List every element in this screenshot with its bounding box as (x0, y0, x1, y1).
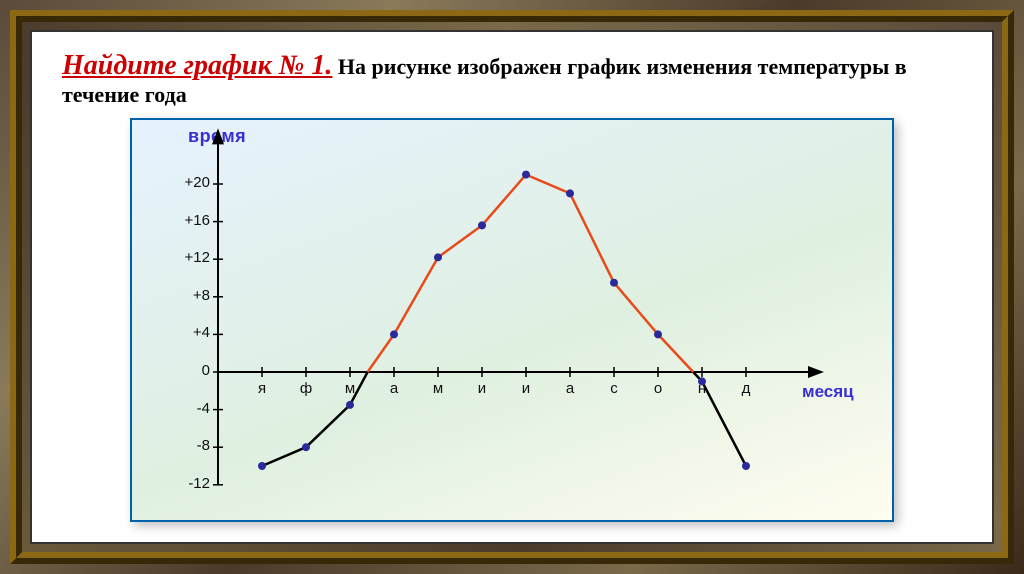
y-tick-label: +16 (160, 212, 210, 229)
x-tick-label: а (379, 380, 409, 397)
y-tick-label: +20 (160, 174, 210, 191)
decorative-outer-frame: Найдите график № 1. На рисунке изображен… (0, 0, 1024, 574)
x-tick-label: я (247, 380, 277, 397)
x-tick-label: д (731, 380, 761, 397)
y-tick-label: -8 (160, 437, 210, 454)
line-segment (368, 175, 694, 372)
x-tick-label: а (555, 380, 585, 397)
x-tick-label: м (335, 380, 365, 397)
data-marker (346, 401, 354, 409)
data-marker (522, 171, 530, 179)
x-tick-label: ф (291, 380, 321, 397)
y-tick-label: 0 (160, 362, 210, 379)
data-marker (434, 253, 442, 261)
slide-content: Найдите график № 1. На рисунке изображен… (30, 30, 994, 544)
x-tick-label: м (423, 380, 453, 397)
data-marker (302, 443, 310, 451)
title-main: Найдите график № 1. (62, 50, 332, 81)
y-tick-label: +8 (160, 287, 210, 304)
y-tick-label: +4 (160, 324, 210, 341)
data-marker (610, 279, 618, 287)
x-axis-label: месяц (802, 382, 854, 402)
y-tick-label: -12 (160, 475, 210, 492)
x-tick-label: н (687, 380, 717, 397)
y-tick-label: -4 (160, 400, 210, 417)
chart-svg (132, 120, 892, 520)
data-marker (742, 462, 750, 470)
x-tick-label: с (599, 380, 629, 397)
data-marker (258, 462, 266, 470)
y-tick-label: +12 (160, 249, 210, 266)
x-tick-label: и (511, 380, 541, 397)
data-marker (654, 330, 662, 338)
slide-title-block: Найдите график № 1. На рисунке изображен… (62, 50, 962, 108)
x-tick-label: и (467, 380, 497, 397)
temperature-chart: время -12-8-40+4+8+12+16+20яфмамииасондм… (130, 118, 894, 522)
data-marker (390, 330, 398, 338)
data-marker (478, 221, 486, 229)
chart-wrap: время -12-8-40+4+8+12+16+20яфмамииасондм… (62, 118, 962, 522)
x-tick-label: о (643, 380, 673, 397)
decorative-frame-border: Найдите график № 1. На рисунке изображен… (10, 10, 1014, 564)
data-marker (566, 189, 574, 197)
